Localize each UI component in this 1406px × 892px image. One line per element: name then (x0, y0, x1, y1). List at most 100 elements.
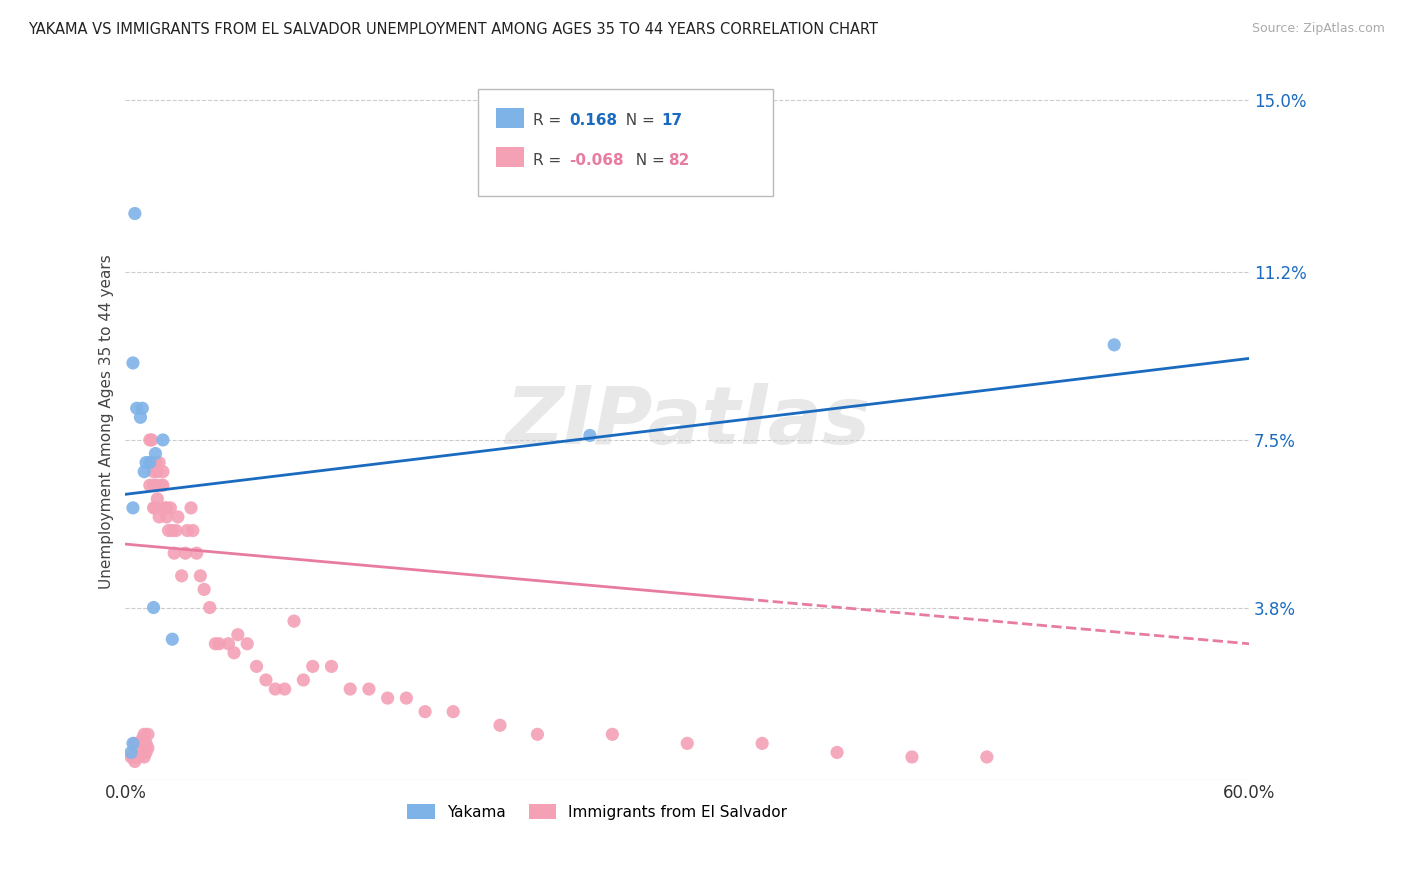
Point (142, 465, 165, 479)
Point (339, 681, 361, 696)
Point (125, 750, 148, 764)
Point (136, 740, 159, 755)
Point (120, 746, 142, 760)
Point (148, 456, 170, 470)
Point (292, 673, 315, 687)
Point (156, 500, 179, 515)
Text: 0.168: 0.168 (569, 113, 617, 128)
Point (165, 524, 187, 538)
Point (976, 750, 998, 764)
Point (526, 727, 548, 741)
Text: ZIPatlas: ZIPatlas (505, 383, 870, 461)
Point (174, 546, 197, 560)
Point (204, 637, 226, 651)
Point (579, 428, 602, 442)
Point (135, 736, 157, 750)
Text: N =: N = (616, 113, 659, 128)
Point (139, 456, 162, 470)
Text: -0.068: -0.068 (569, 153, 624, 168)
Point (283, 614, 305, 628)
Point (124, 755, 146, 769)
Point (413, 705, 436, 719)
Text: 17: 17 (661, 113, 682, 128)
Point (156, 510, 179, 524)
Point (146, 491, 169, 506)
Point (142, 500, 165, 515)
Point (134, 740, 156, 755)
Point (135, 746, 157, 760)
Point (167, 510, 190, 524)
Point (129, 410, 152, 425)
Point (122, 356, 145, 370)
Point (441, 705, 464, 719)
Point (129, 746, 152, 760)
Point (128, 750, 150, 764)
Text: Source: ZipAtlas.com: Source: ZipAtlas.com (1251, 22, 1385, 36)
Point (395, 691, 418, 706)
Point (139, 433, 162, 447)
Point (198, 600, 221, 615)
Point (751, 736, 773, 750)
Point (602, 727, 624, 741)
Point (134, 465, 156, 479)
Point (136, 727, 159, 741)
Point (152, 478, 174, 492)
Point (141, 433, 163, 447)
Point (145, 446, 167, 460)
Point (134, 727, 156, 741)
Legend: Yakama, Immigrants from El Salvador: Yakama, Immigrants from El Salvador (401, 797, 793, 826)
Text: R =: R = (533, 113, 567, 128)
Point (170, 569, 193, 583)
Point (153, 500, 176, 515)
Point (129, 736, 152, 750)
Point (264, 681, 287, 696)
Point (124, 746, 146, 760)
Point (135, 456, 157, 470)
Point (157, 524, 180, 538)
Point (142, 600, 165, 615)
Point (131, 401, 153, 416)
Point (148, 510, 170, 524)
Point (217, 637, 239, 651)
Point (245, 659, 267, 673)
Point (120, 750, 142, 764)
Point (125, 401, 148, 416)
Point (208, 637, 231, 651)
Point (181, 524, 204, 538)
Point (180, 500, 202, 515)
Point (141, 456, 163, 470)
Point (254, 673, 277, 687)
Point (131, 731, 153, 746)
Point (134, 750, 156, 764)
Point (145, 456, 167, 470)
Point (162, 632, 184, 647)
Point (142, 478, 165, 492)
Point (131, 740, 153, 755)
Point (124, 206, 146, 220)
Point (236, 637, 259, 651)
Point (1102, 338, 1125, 352)
Point (676, 736, 699, 750)
Text: 82: 82 (668, 153, 689, 168)
Y-axis label: Unemployment Among Ages 35 to 44 years: Unemployment Among Ages 35 to 44 years (100, 254, 114, 590)
Point (146, 465, 169, 479)
Point (122, 750, 145, 764)
Point (186, 546, 208, 560)
Point (825, 746, 848, 760)
Point (176, 524, 198, 538)
Point (139, 478, 162, 492)
Point (150, 478, 173, 492)
Point (122, 500, 145, 515)
Point (377, 691, 399, 706)
Point (273, 681, 295, 696)
Point (222, 646, 245, 660)
Point (162, 524, 184, 538)
Point (152, 433, 174, 447)
Point (357, 681, 380, 696)
Point (163, 546, 186, 560)
Text: YAKAMA VS IMMIGRANTS FROM EL SALVADOR UNEMPLOYMENT AMONG AGES 35 TO 44 YEARS COR: YAKAMA VS IMMIGRANTS FROM EL SALVADOR UN… (28, 22, 879, 37)
Text: R =: R = (533, 153, 567, 168)
Point (159, 500, 181, 515)
Point (321, 659, 343, 673)
Point (145, 478, 167, 492)
